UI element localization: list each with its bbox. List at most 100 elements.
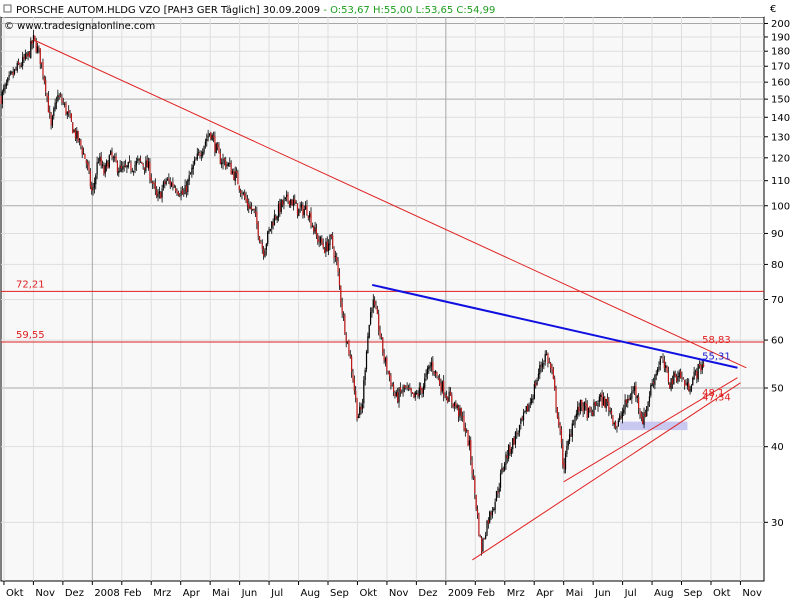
candle-body bbox=[536, 379, 538, 385]
x-tick-label: Aug bbox=[301, 588, 321, 599]
candle-body bbox=[525, 405, 527, 412]
candle-body bbox=[669, 383, 671, 388]
y-tick-label: 50 bbox=[771, 384, 784, 395]
candle-body bbox=[322, 243, 324, 248]
candle-body bbox=[164, 181, 166, 184]
candle-body bbox=[650, 385, 652, 396]
candle-body bbox=[575, 413, 577, 418]
candle-body bbox=[304, 205, 307, 210]
candle-body bbox=[95, 175, 97, 185]
candle-body bbox=[703, 363, 705, 367]
candle-body bbox=[498, 488, 500, 493]
candle-body bbox=[430, 362, 433, 367]
candle-body bbox=[464, 428, 466, 432]
candle-body bbox=[417, 393, 419, 396]
candle-body bbox=[521, 417, 523, 420]
candle-body bbox=[532, 398, 534, 400]
candle-body bbox=[7, 77, 9, 83]
x-tick-label: Okt bbox=[6, 588, 24, 599]
candle-body bbox=[185, 185, 188, 193]
candle-body bbox=[96, 162, 98, 175]
candle-body bbox=[15, 69, 17, 70]
candle-body bbox=[644, 412, 646, 417]
candle-body bbox=[661, 357, 663, 359]
candle-body bbox=[440, 383, 442, 392]
y-tick-label: 150 bbox=[771, 95, 790, 106]
candle-body bbox=[652, 382, 655, 384]
x-tick-label: Feb bbox=[477, 588, 495, 599]
candle-body bbox=[246, 199, 248, 206]
candle-body bbox=[480, 538, 483, 552]
candle-body bbox=[177, 192, 179, 195]
candle-body bbox=[283, 199, 285, 205]
candle-body bbox=[129, 160, 131, 162]
candle-body bbox=[123, 165, 125, 168]
candle-body bbox=[686, 382, 688, 387]
candle-body bbox=[20, 65, 22, 67]
candle-body bbox=[211, 134, 213, 140]
candle-body bbox=[34, 35, 36, 40]
candle-body bbox=[504, 463, 506, 471]
candle-body bbox=[120, 165, 123, 169]
source-label: © www.tradesignalonline.com bbox=[4, 21, 155, 32]
candle-body bbox=[31, 40, 33, 45]
menu-icon[interactable] bbox=[3, 4, 12, 13]
candle-body bbox=[158, 191, 160, 194]
candle-body bbox=[207, 135, 209, 138]
candle-body bbox=[307, 215, 309, 218]
candle-body bbox=[401, 392, 403, 394]
candle-body bbox=[374, 300, 376, 305]
candle-body bbox=[269, 228, 272, 231]
candle-body bbox=[226, 164, 228, 166]
candle-body bbox=[636, 396, 638, 398]
candle-body bbox=[252, 208, 254, 210]
candle-body bbox=[466, 430, 468, 431]
candle-body bbox=[27, 51, 29, 56]
y-tick-label: 90 bbox=[771, 229, 784, 240]
candle-body bbox=[253, 208, 255, 211]
candle-body bbox=[85, 160, 87, 163]
candle-body bbox=[104, 164, 106, 174]
candle-body bbox=[288, 200, 290, 205]
candle-body bbox=[608, 401, 610, 411]
y-tick-label: 30 bbox=[771, 518, 784, 529]
candle-body bbox=[317, 234, 319, 242]
candle-body bbox=[338, 273, 341, 286]
candle-body bbox=[398, 388, 400, 403]
candle-body bbox=[279, 202, 281, 213]
candle-body bbox=[240, 190, 242, 194]
candle-body bbox=[613, 422, 615, 425]
candle-body bbox=[445, 395, 447, 398]
candle-body bbox=[181, 189, 184, 195]
candle-body bbox=[119, 165, 121, 172]
candle-body bbox=[223, 158, 225, 161]
candle-body bbox=[386, 357, 388, 371]
candle-body bbox=[69, 114, 71, 116]
candle-body bbox=[1, 91, 3, 104]
candle-body bbox=[84, 153, 86, 159]
candle-body bbox=[694, 370, 697, 372]
candle-body bbox=[222, 159, 224, 164]
candle-body bbox=[369, 312, 372, 325]
candle-body bbox=[340, 286, 342, 303]
candle-body bbox=[486, 521, 488, 536]
candle-body bbox=[444, 395, 446, 397]
candle-body bbox=[333, 248, 335, 258]
candle-body bbox=[452, 403, 454, 408]
x-tick-label: Jul bbox=[270, 588, 283, 599]
candle-body bbox=[409, 388, 411, 390]
candle-body bbox=[82, 153, 85, 155]
candle-body bbox=[475, 494, 477, 509]
candle-body bbox=[463, 415, 465, 429]
candle-body bbox=[149, 162, 151, 180]
candle-body bbox=[517, 433, 519, 435]
candle-body bbox=[272, 222, 274, 226]
candle-body bbox=[591, 411, 594, 416]
candle-body bbox=[539, 364, 541, 375]
candle-body bbox=[514, 432, 517, 445]
candle-body bbox=[654, 375, 656, 386]
candle-body bbox=[478, 513, 480, 536]
candle-body bbox=[203, 145, 205, 153]
candle-body bbox=[429, 365, 431, 368]
candle-body bbox=[111, 152, 113, 157]
